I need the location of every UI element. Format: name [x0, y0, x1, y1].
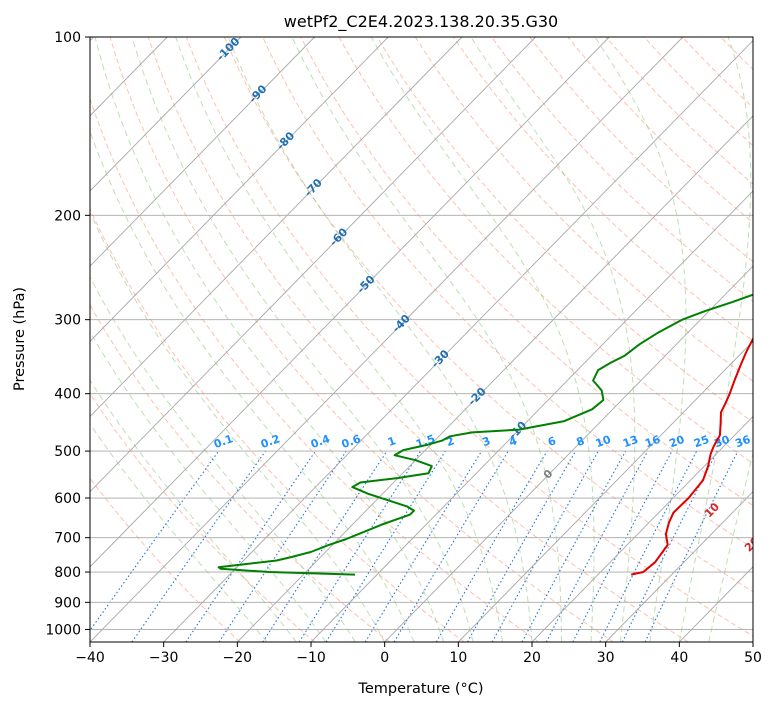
y-tick-label: 700 [54, 531, 81, 547]
y-tick-label: 500 [54, 444, 81, 460]
y-tick-label: 900 [54, 595, 81, 611]
x-tick-label: 30 [597, 650, 615, 666]
dry-adiabat-line [759, 37, 775, 642]
chart-title: wetPf2_C2E4.2023.138.20.35.G30 [284, 12, 558, 32]
x-tick-label: 20 [523, 650, 541, 666]
y-tick-label: 800 [54, 565, 81, 581]
x-tick-label: 40 [670, 650, 688, 666]
x-tick-label: 0 [380, 650, 389, 666]
plot-background [90, 37, 753, 642]
x-tick-label: 10 [449, 650, 467, 666]
x-tick-label: 50 [744, 650, 762, 666]
x-tick-label: −20 [223, 650, 253, 666]
y-tick-label: 1000 [45, 622, 81, 638]
isotherm-line [753, 37, 775, 642]
y-tick-label: 400 [54, 387, 81, 403]
y-tick-label: 600 [54, 491, 81, 507]
x-axis-title: Temperature (°C) [357, 681, 483, 697]
x-tick-label: −30 [149, 650, 179, 666]
x-tick-label: −40 [75, 650, 105, 666]
y-tick-label: 300 [54, 313, 81, 329]
y-tick-label: 200 [54, 208, 81, 224]
x-tick-label: −10 [296, 650, 326, 666]
y-tick-label: 100 [54, 30, 81, 46]
y-axis-title: Pressure (hPa) [12, 287, 28, 391]
